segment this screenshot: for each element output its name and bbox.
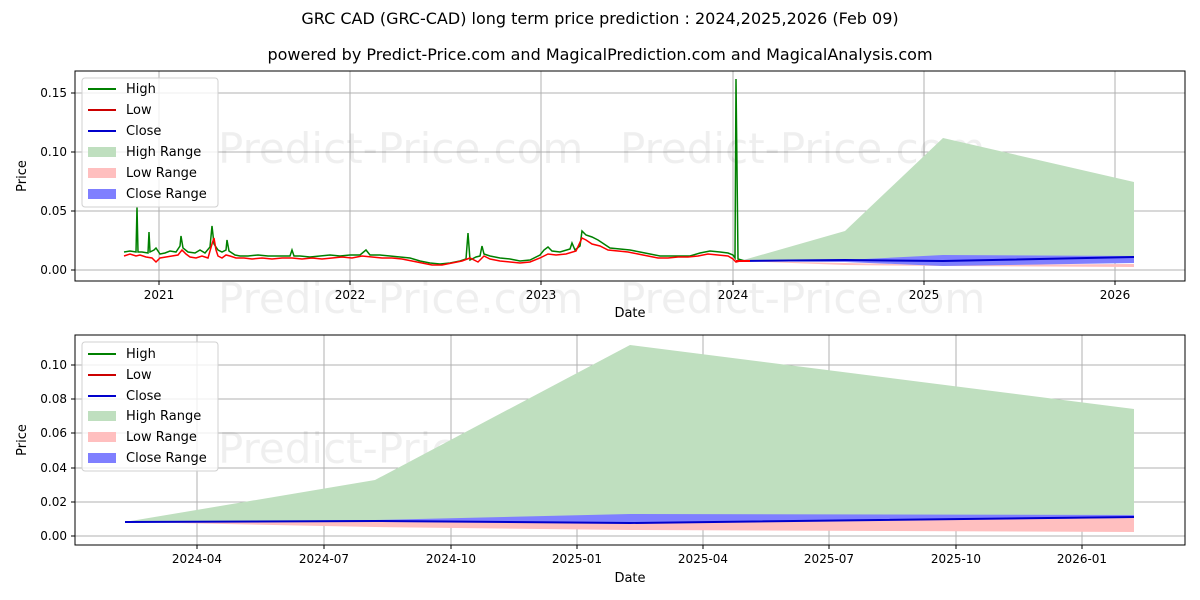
top-xtick-label: 2021 (144, 288, 175, 302)
top-x-ticks (158, 281, 1116, 285)
bottom-y-axis-label: Price (15, 424, 30, 456)
legend-low-label: Low (126, 103, 152, 118)
top-low-range-area (740, 261, 1134, 267)
bottom-axes-frame (74, 334, 1186, 546)
legend-close-range-swatch (88, 453, 116, 463)
legend-close-range-label: Close Range (126, 451, 207, 466)
top-ytick-label: 0.00 (40, 263, 67, 277)
bottom-ytick-label: 0.10 (40, 358, 67, 372)
top-y-ticks (71, 92, 75, 271)
top-xtick-label: 2023 (526, 288, 557, 302)
watermark: Predict-Price.com (218, 124, 583, 173)
bottom-xtick-label: 2026-01 (1057, 552, 1107, 566)
legend-high-range-label: High Range (126, 409, 201, 424)
bottom-ytick-label: 0.00 (40, 529, 67, 543)
bottom-chart: Predict-Price.com Predict-Price.com 0.00… (15, 334, 1186, 586)
bottom-xtick-label: 2025-07 (804, 552, 854, 566)
bottom-xtick-label: 2025-01 (552, 552, 602, 566)
top-high-range-area (740, 138, 1134, 262)
bottom-y-ticks (71, 364, 75, 537)
top-xtick-label: 2022 (335, 288, 366, 302)
bottom-legend: High Low Close High Range Low Range Clos… (81, 341, 219, 472)
top-axes-frame (74, 70, 1186, 282)
top-y-axis-label: Price (15, 160, 30, 192)
top-xtick-label: 2024 (718, 288, 749, 302)
legend-low-range-swatch (88, 168, 116, 178)
bottom-xtick-label: 2025-04 (678, 552, 728, 566)
bottom-xtick-label: 2024-10 (426, 552, 476, 566)
legend-high-label: High (126, 82, 156, 97)
legend-high-range-swatch (88, 147, 116, 157)
top-chart: Predict-Price.com Predict-Price.com Pred… (15, 70, 1186, 323)
bottom-close-line (124, 516, 1135, 525)
top-high-line (123, 78, 746, 265)
legend-low-label: Low (126, 368, 152, 383)
bottom-xtick-label: 2025-10 (931, 552, 981, 566)
bottom-high-range-area (125, 345, 1134, 522)
bottom-ytick-label: 0.08 (40, 392, 67, 406)
top-ytick-label: 0.15 (40, 86, 67, 100)
bottom-ytick-label: 0.06 (40, 426, 67, 440)
chart-subtitle: powered by Predict-Price.com and Magical… (267, 45, 933, 64)
top-xtick-label: 2026 (1100, 288, 1131, 302)
chart-title: GRC CAD (GRC-CAD) long term price predic… (301, 9, 899, 28)
legend-close-label: Close (126, 124, 161, 139)
legend-close-range-swatch (88, 189, 116, 199)
top-legend: High Low Close High Range Low Range Clos… (81, 77, 219, 208)
bottom-ytick-label: 0.04 (40, 461, 67, 475)
bottom-xtick-label: 2024-07 (299, 552, 349, 566)
top-x-axis-label: Date (614, 306, 645, 321)
top-xtick-label: 2025 (909, 288, 940, 302)
legend-low-range-label: Low Range (126, 430, 197, 445)
bottom-x-ticks (196, 545, 1083, 549)
top-close-line (739, 256, 1135, 263)
watermark: Predict-Price.com (218, 274, 583, 323)
legend-low-range-swatch (88, 432, 116, 442)
legend-high-range-label: High Range (126, 145, 201, 160)
legend-low-range-label: Low Range (126, 166, 197, 181)
bottom-ytick-label: 0.02 (40, 495, 67, 509)
legend-high-label: High (126, 347, 156, 362)
legend-high-range-swatch (88, 411, 116, 421)
top-ytick-label: 0.10 (40, 145, 67, 159)
top-ytick-label: 0.05 (40, 204, 67, 218)
legend-close-range-label: Close Range (126, 187, 207, 202)
top-low-line (123, 236, 748, 266)
legend-close-label: Close (126, 389, 161, 404)
bottom-xtick-label: 2024-04 (172, 552, 222, 566)
bottom-x-axis-label: Date (614, 571, 645, 586)
